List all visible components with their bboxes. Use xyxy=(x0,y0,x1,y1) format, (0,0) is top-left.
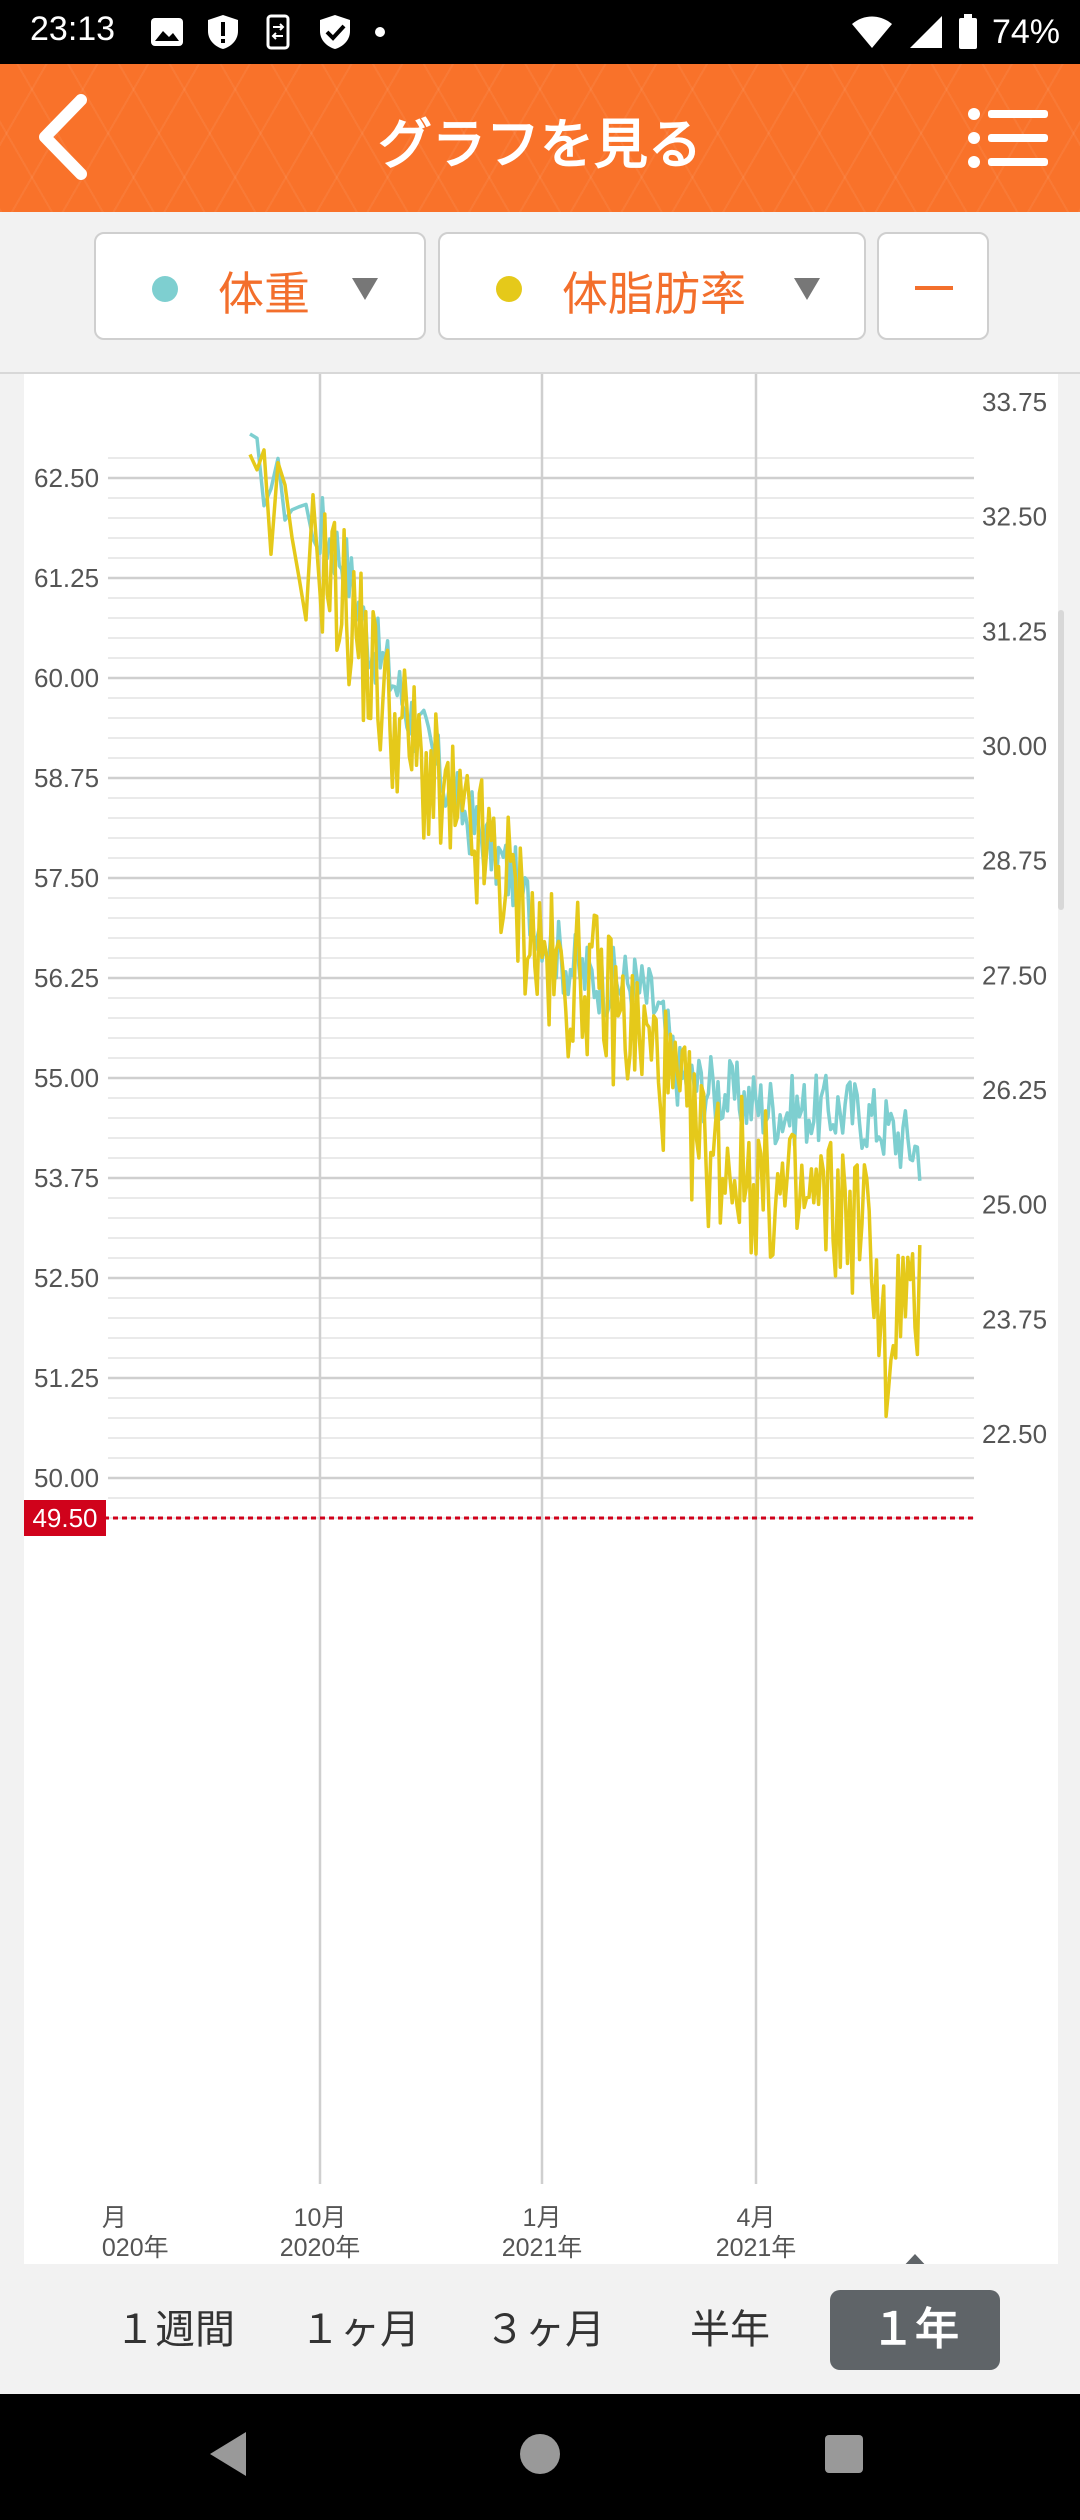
weight-series-dropdown[interactable]: 体重 xyxy=(94,232,426,340)
left-tick-label: 62.50 xyxy=(34,463,99,493)
left-tick-label: 50.00 xyxy=(34,1463,99,1493)
alert-shield-icon xyxy=(208,15,238,49)
target-label-badge xyxy=(24,1500,106,1536)
left-tick-label: 55.00 xyxy=(34,1063,99,1093)
chart-area[interactable]: 62.50 61.25 60.00 58.75 57.50 56.25 55.00 53.75… xyxy=(24,374,1058,2264)
signal-icon xyxy=(909,16,942,48)
tab-3-months[interactable]: ３ヶ月 xyxy=(485,2307,605,2353)
left-tick-label: 60.00 xyxy=(34,663,99,693)
right-tick-label: 33.75 xyxy=(982,387,1047,417)
recents-square-icon[interactable] xyxy=(822,2430,866,2478)
x-month-label: 10月 xyxy=(294,2204,347,2232)
system-nav-bar xyxy=(0,2394,1080,2520)
caret-down-icon xyxy=(794,278,820,300)
body-fat-series-line xyxy=(248,448,922,1419)
body-fat-color-dot xyxy=(496,276,522,302)
right-tick-label: 30.00 xyxy=(982,731,1047,761)
x-month-label: 1月 xyxy=(523,2204,562,2232)
battery-icon xyxy=(958,14,977,49)
right-tick-label: 23.75 xyxy=(982,1304,1047,1334)
x-month-label: 9月 xyxy=(88,2204,127,2232)
status-bar: 23:13 74% xyxy=(0,0,1080,64)
menu-button[interactable] xyxy=(964,102,1054,174)
target-label: 49.50 xyxy=(32,1503,97,1533)
weight-color-dot xyxy=(152,276,178,302)
tab-1-week[interactable]: １週間 xyxy=(115,2307,235,2353)
caret-down-icon xyxy=(352,278,378,300)
series-selector-bar: 体重 体脂肪率 xyxy=(0,212,1080,374)
left-tick-label: 52.50 xyxy=(34,1263,99,1293)
right-tick-label: 22.50 xyxy=(982,1419,1047,1449)
x-year-label: 2021年 xyxy=(716,2234,797,2262)
weight-bodyfat-chart: 62.50 61.25 60.00 58.75 57.50 56.25 55.00 53.75… xyxy=(24,374,1047,2262)
tab-1-month[interactable]: １ヶ月 xyxy=(300,2307,420,2353)
right-tick-label: 32.50 xyxy=(982,502,1047,532)
shield-check-icon xyxy=(320,15,350,49)
left-tick-label: 51.25 xyxy=(34,1363,99,1393)
back-triangle-icon[interactable] xyxy=(206,2430,250,2478)
home-circle-icon[interactable] xyxy=(518,2430,562,2478)
right-tick-label: 27.50 xyxy=(982,960,1047,990)
x-year-label: 2020年 xyxy=(88,2234,169,2262)
x-month-label: 4月 xyxy=(737,2204,776,2232)
left-tick-label: 56.25 xyxy=(34,963,99,993)
dot-icon xyxy=(375,27,385,37)
left-tick-label: 58.75 xyxy=(34,763,99,793)
battery-percent: 74% xyxy=(991,12,1060,51)
right-tick-label: 26.25 xyxy=(982,1075,1047,1105)
weight-series-line xyxy=(249,432,922,1181)
left-tick-label: 53.75 xyxy=(34,1163,99,1193)
left-tick-label: 61.25 xyxy=(34,563,99,593)
x-year-label: 2020年 xyxy=(280,2234,361,2262)
right-tick-label: 28.75 xyxy=(982,846,1047,876)
tab-half-year[interactable]: 半年 xyxy=(690,2307,770,2353)
right-tick-label: 25.00 xyxy=(982,1190,1047,1220)
scrollbar[interactable] xyxy=(1058,610,1064,910)
body-fat-series-label: 体脂肪率 xyxy=(562,267,746,321)
right-tick-label: 31.25 xyxy=(982,616,1047,646)
tab-1-year[interactable]: １年 xyxy=(830,2290,1000,2370)
body-fat-series-dropdown[interactable]: 体脂肪率 xyxy=(438,232,866,340)
left-tick-label: 57.50 xyxy=(34,863,99,893)
page-title: グラフを見る xyxy=(378,113,702,176)
app-bar: グラフを見る xyxy=(0,64,1080,212)
remove-series-button[interactable] xyxy=(877,232,989,340)
list-menu-icon xyxy=(968,108,1048,168)
status-time: 23:13 xyxy=(30,10,116,48)
wifi-icon xyxy=(851,16,892,48)
weight-series-label: 体重 xyxy=(218,267,310,321)
x-year-label: 2021年 xyxy=(502,2234,583,2262)
period-tabs: １週間 １ヶ月 ３ヶ月 半年 １年 xyxy=(0,2264,1080,2394)
minus-icon xyxy=(915,286,953,290)
chevron-left-icon xyxy=(39,94,87,180)
image-icon xyxy=(151,18,183,46)
transfer-icon xyxy=(266,14,290,50)
back-button[interactable] xyxy=(18,92,108,182)
